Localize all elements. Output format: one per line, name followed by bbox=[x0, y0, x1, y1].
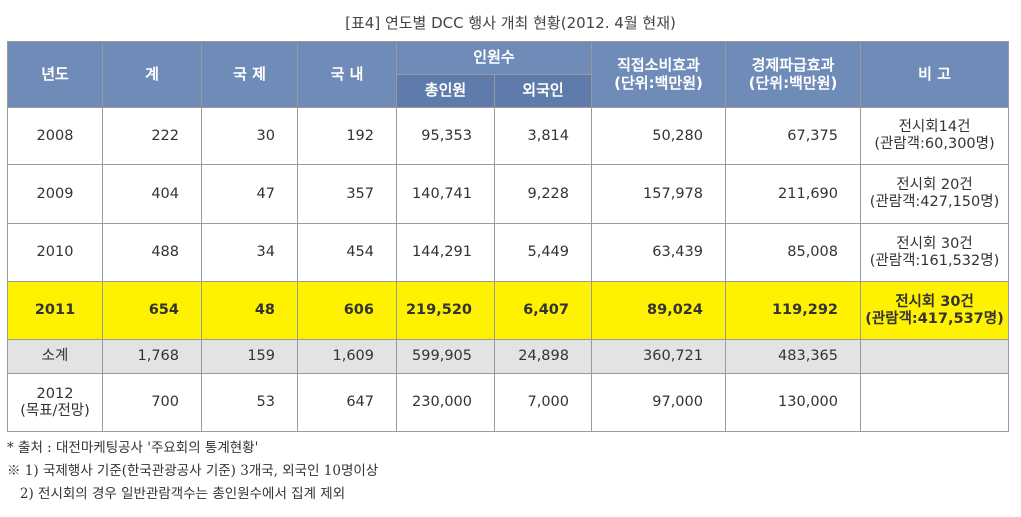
cell-total: 404 bbox=[102, 164, 202, 224]
cell-domestic: 192 bbox=[297, 107, 397, 165]
cell-remarks: 전시회14건 (관람객:60,300명) bbox=[860, 107, 1009, 165]
year-line1: 2012 bbox=[36, 385, 74, 402]
cell-attendees-foreign: 9,228 bbox=[494, 164, 592, 224]
cell-remarks: 전시회 30건 (관람객:417,537명) bbox=[860, 281, 1009, 340]
cell-total: 222 bbox=[102, 107, 202, 165]
cell-economic-effect: 130,000 bbox=[725, 373, 861, 432]
cell-year: 2011 bbox=[7, 281, 103, 340]
cell-economic-effect: 67,375 bbox=[725, 107, 861, 165]
header-economic-effect-line1: 경제파급효과 bbox=[751, 56, 835, 75]
footnote-2: 2) 전시회의 경우 일반관람객수는 총인원수에서 집계 제외 bbox=[7, 486, 346, 502]
cell-international: 53 bbox=[201, 373, 298, 432]
cell-domestic: 606 bbox=[297, 281, 397, 340]
cell-international: 47 bbox=[201, 164, 298, 224]
header-attendees: 인원수 bbox=[396, 41, 592, 75]
cell-economic-effect: 119,292 bbox=[725, 281, 861, 340]
table-row: 2009 404 47 357 140,741 9,228 157,978 21… bbox=[7, 164, 1009, 224]
cell-year: 2010 bbox=[7, 223, 103, 282]
dcc-events-table: 년도 계 국 제 국 내 인원수 직접소비효과 (단위:백만원) 경제파급효과 … bbox=[7, 41, 1009, 432]
cell-direct-effect: 50,280 bbox=[591, 107, 726, 165]
header-international: 국 제 bbox=[201, 41, 298, 108]
header-year: 년도 bbox=[7, 41, 103, 108]
cell-total: 654 bbox=[102, 281, 202, 340]
cell-direct-effect: 89,024 bbox=[591, 281, 726, 340]
cell-attendees-foreign: 7,000 bbox=[494, 373, 592, 432]
cell-attendees-total: 219,520 bbox=[396, 281, 495, 340]
cell-attendees-total: 230,000 bbox=[396, 373, 495, 432]
table-row-subtotal: 소계 1,768 159 1,609 599,905 24,898 360,72… bbox=[7, 339, 1009, 374]
table-row: 2010 488 34 454 144,291 5,449 63,439 85,… bbox=[7, 223, 1009, 282]
cell-domestic: 647 bbox=[297, 373, 397, 432]
cell-direct-effect: 63,439 bbox=[591, 223, 726, 282]
year-line2: (목표/전망) bbox=[20, 402, 90, 419]
header-attendees-total: 총인원 bbox=[396, 74, 495, 108]
footnotes: * 출처 : 대전마케팅공사 '주요회의 통계현황' ※ 1) 국제행사 기준(… bbox=[7, 437, 1007, 506]
header-remarks: 비 고 bbox=[860, 41, 1009, 108]
remarks-line1: 전시회 30건 bbox=[895, 293, 974, 310]
table-row: 2008 222 30 192 95,353 3,814 50,280 67,3… bbox=[7, 107, 1009, 165]
cell-direct-effect: 97,000 bbox=[591, 373, 726, 432]
cell-year: 소계 bbox=[7, 339, 103, 374]
remarks-line1: 전시회 20건 bbox=[896, 177, 973, 194]
table-row-highlighted: 2011 654 48 606 219,520 6,407 89,024 119… bbox=[7, 281, 1009, 340]
cell-total: 488 bbox=[102, 223, 202, 282]
cell-attendees-total: 599,905 bbox=[396, 339, 495, 374]
cell-economic-effect: 211,690 bbox=[725, 164, 861, 224]
cell-international: 30 bbox=[201, 107, 298, 165]
header-direct-effect-line1: 직접소비효과 bbox=[617, 56, 700, 75]
cell-attendees-foreign: 3,814 bbox=[494, 107, 592, 165]
cell-direct-effect: 157,978 bbox=[591, 164, 726, 224]
footnote-1: ※ 1) 국제행사 기준(한국관광공사 기준) 3개국, 외국인 10명이상 bbox=[7, 463, 379, 479]
cell-total: 700 bbox=[102, 373, 202, 432]
cell-international: 48 bbox=[201, 281, 298, 340]
cell-direct-effect: 360,721 bbox=[591, 339, 726, 374]
table-title: [표4] 연도별 DCC 행사 개최 현황(2012. 4월 현재) bbox=[345, 14, 676, 32]
remarks-line2: (관람객:60,300명) bbox=[874, 136, 995, 152]
cell-domestic: 1,609 bbox=[297, 339, 397, 374]
remarks-line1: 전시회 30건 bbox=[896, 235, 973, 252]
cell-year: 2012 (목표/전망) bbox=[7, 373, 103, 432]
cell-remarks bbox=[860, 373, 1009, 432]
table-row: 2012 (목표/전망) 700 53 647 230,000 7,000 97… bbox=[7, 373, 1009, 432]
cell-international: 159 bbox=[201, 339, 298, 374]
remarks-line2: (관람객:427,150명) bbox=[869, 194, 1000, 210]
cell-international: 34 bbox=[201, 223, 298, 282]
cell-attendees-foreign: 6,407 bbox=[494, 281, 592, 340]
remarks-line1: 전시회14건 bbox=[898, 119, 971, 136]
cell-attendees-foreign: 24,898 bbox=[494, 339, 592, 374]
header-economic-effect-line2: (단위:백만원) bbox=[748, 73, 838, 92]
header-domestic: 국 내 bbox=[297, 41, 397, 108]
cell-domestic: 357 bbox=[297, 164, 397, 224]
header-total: 계 bbox=[102, 41, 202, 108]
cell-total: 1,768 bbox=[102, 339, 202, 374]
cell-domestic: 454 bbox=[297, 223, 397, 282]
header-attendees-foreign: 외국인 bbox=[494, 74, 592, 108]
remarks-line2: (관람객:161,532명) bbox=[869, 252, 1000, 269]
cell-remarks: 전시회 20건 (관람객:427,150명) bbox=[860, 164, 1009, 224]
cell-year: 2008 bbox=[7, 107, 103, 165]
cell-economic-effect: 483,365 bbox=[725, 339, 861, 374]
cell-attendees-total: 140,741 bbox=[396, 164, 495, 224]
header-direct-effect: 직접소비효과 (단위:백만원) bbox=[591, 41, 726, 108]
cell-economic-effect: 85,008 bbox=[725, 223, 861, 282]
source-note: * 출처 : 대전마케팅공사 '주요회의 통계현황' bbox=[7, 440, 259, 456]
cell-attendees-total: 144,291 bbox=[396, 223, 495, 282]
cell-remarks bbox=[860, 339, 1009, 374]
remarks-line2: (관람객:417,537명) bbox=[865, 310, 1004, 327]
cell-attendees-total: 95,353 bbox=[396, 107, 495, 165]
header-direct-effect-line2: (단위:백만원) bbox=[614, 73, 703, 92]
cell-attendees-foreign: 5,449 bbox=[494, 223, 592, 282]
cell-year: 2009 bbox=[7, 164, 103, 224]
cell-remarks: 전시회 30건 (관람객:161,532명) bbox=[860, 223, 1009, 282]
header-economic-effect: 경제파급효과 (단위:백만원) bbox=[725, 41, 861, 108]
